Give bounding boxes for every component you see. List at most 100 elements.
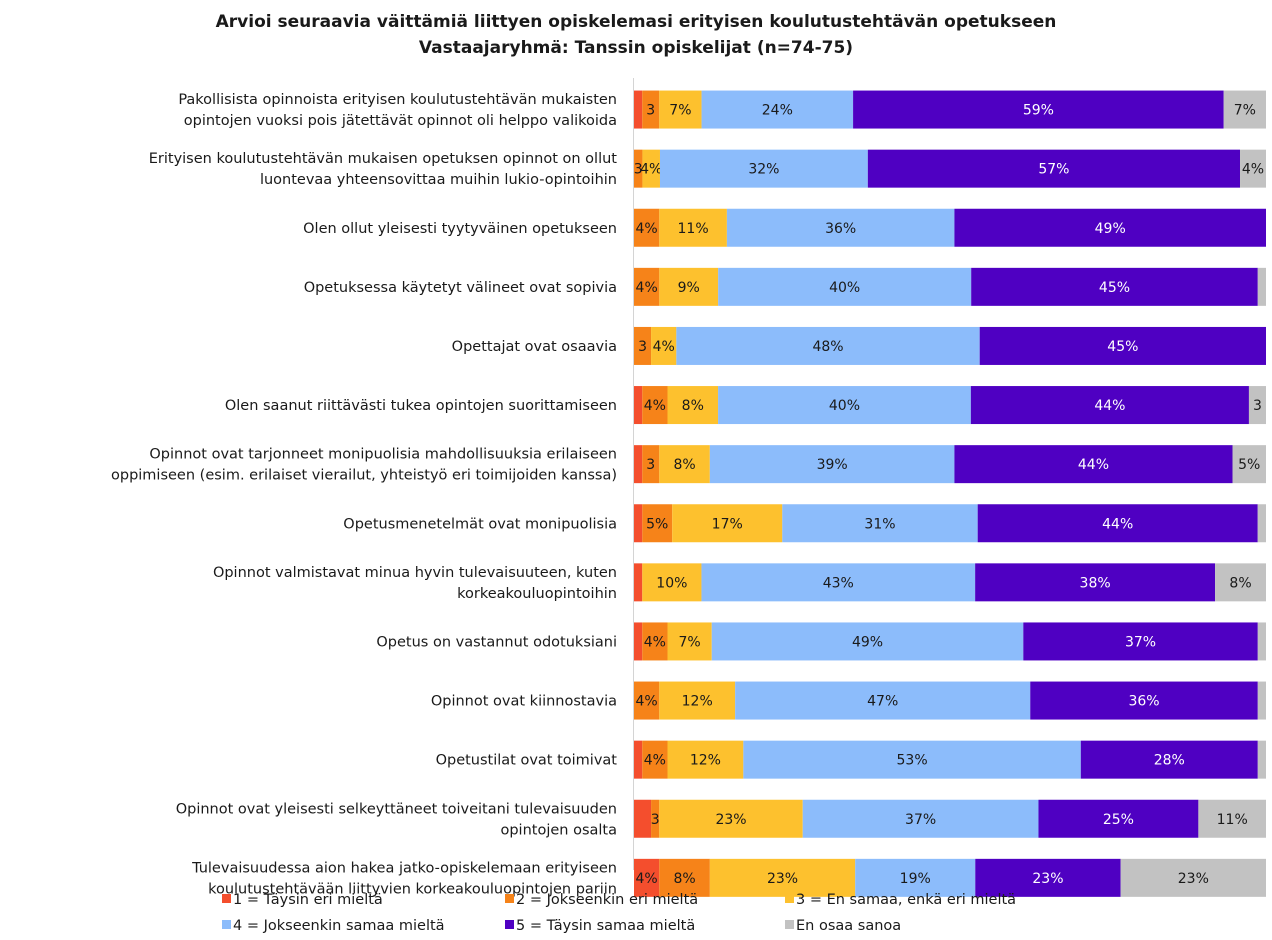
data-label: 49% — [852, 634, 883, 650]
bar-segment — [642, 149, 660, 188]
bar-segment — [659, 267, 719, 306]
data-label: 3 — [646, 457, 655, 473]
bar-segment — [672, 504, 783, 543]
legend-label: 1 = Täysin eri mieltä — [233, 892, 383, 908]
data-label: 47% — [867, 694, 898, 710]
data-label: 4% — [644, 634, 666, 650]
legend-label: 2 = Jokseenkin eri mieltä — [516, 892, 698, 908]
chart-subtitle: Vastaajaryhmä: Tanssin opiskelijat (n=74… — [419, 38, 853, 58]
data-label: 8% — [673, 457, 695, 473]
data-label: 4% — [636, 694, 658, 710]
legend: 1 = Täysin eri mieltä 2 = Jokseenkin eri … — [222, 892, 1016, 934]
data-label: 38% — [1080, 575, 1111, 591]
bar-segment — [659, 90, 702, 129]
data-label: 10% — [656, 575, 687, 591]
bar-segment — [709, 858, 856, 897]
data-label: 59% — [1023, 103, 1054, 119]
bar-segment — [634, 799, 652, 838]
bar-segment — [642, 386, 668, 425]
bar-segment — [651, 326, 677, 365]
data-label: 4% — [653, 339, 675, 355]
bar-segment — [1257, 267, 1266, 306]
bar-segment — [970, 386, 1249, 425]
bar-segment — [659, 208, 727, 247]
bar-segment — [1232, 445, 1266, 484]
category-label: Opetustilat ovat toimivat — [436, 753, 618, 769]
data-label: 9% — [678, 280, 700, 296]
data-label: 8% — [682, 398, 704, 414]
legend-label: En osaa sanoa — [796, 918, 901, 934]
bar-segment — [676, 326, 980, 365]
data-label: 43% — [823, 575, 854, 591]
bar-segment — [634, 208, 660, 247]
category-label: korkeakouluopintoihin — [457, 586, 617, 602]
data-label: 24% — [762, 103, 793, 119]
chart-title: Arvioi seuraavia väittämiä liittyen opis… — [216, 12, 1057, 32]
bar-segment — [634, 681, 660, 720]
category-label: koulutustehtävään liittyvien korkeakoulu… — [208, 881, 617, 897]
bar-segment — [975, 858, 1121, 897]
data-label: 31% — [864, 516, 895, 532]
data-label: 23% — [1178, 871, 1209, 887]
data-label: 19% — [900, 871, 931, 887]
data-label: 36% — [825, 221, 856, 237]
category-label: Opinnot ovat tarjonneet monipuolisia mah… — [149, 447, 617, 463]
bar-segment — [726, 208, 955, 247]
data-label: 40% — [829, 280, 860, 296]
data-label: 17% — [712, 516, 743, 532]
data-label: 4% — [640, 162, 662, 178]
bar-segment — [718, 267, 972, 306]
bar-segment — [1248, 386, 1266, 425]
data-label: 8% — [1229, 575, 1251, 591]
data-label: 53% — [897, 753, 928, 769]
bar-segment — [642, 622, 668, 661]
bar-segment — [1240, 149, 1266, 188]
bar-segment — [709, 445, 955, 484]
bar-segment — [1198, 799, 1266, 838]
bars-group: Pakollisista opinnoista erityisen koulut… — [111, 90, 1266, 897]
data-label: 37% — [1125, 634, 1156, 650]
data-label: 3 — [646, 103, 655, 119]
category-label: opintojen vuoksi pois jätettävät opinnot… — [184, 113, 617, 129]
data-label: 57% — [1038, 162, 1069, 178]
bar-segment — [642, 563, 702, 602]
bar-segment — [634, 149, 643, 188]
bar-segment — [954, 445, 1233, 484]
legend-label: 3 = En samaa, enkä eri mieltä — [796, 892, 1016, 908]
data-label: 7% — [1234, 103, 1256, 119]
bar-segment — [1030, 681, 1258, 720]
category-label: Tulevaisuudessa aion hakea jatko-opiskel… — [191, 860, 617, 876]
legend-swatch — [505, 920, 514, 929]
bar-segment — [1257, 622, 1266, 661]
bar-segment — [743, 740, 1081, 779]
category-label: opintojen osalta — [500, 822, 617, 838]
category-label: oppimiseen (esim. erilaiset vierailut, y… — [111, 468, 617, 484]
data-label: 7% — [669, 103, 691, 119]
data-label: 8% — [673, 871, 695, 887]
data-label: 3 — [1253, 398, 1262, 414]
category-label: Olen ollut yleisesti tyytyväinen opetuks… — [303, 221, 617, 237]
bar-segment — [735, 681, 1031, 720]
data-label: 12% — [690, 753, 721, 769]
data-label: 4% — [644, 398, 666, 414]
bar-segment — [1223, 90, 1266, 129]
data-label: 23% — [1032, 871, 1063, 887]
bar-segment — [634, 326, 652, 365]
bar-segment — [634, 267, 660, 306]
bar-segment — [971, 267, 1258, 306]
bar-segment — [1038, 799, 1199, 838]
bar-segment — [1257, 504, 1266, 543]
data-label: 36% — [1128, 694, 1159, 710]
data-label: 37% — [905, 812, 936, 828]
data-label: 23% — [767, 871, 798, 887]
data-label: 44% — [1078, 457, 1109, 473]
bar-segment — [667, 386, 719, 425]
bar-segment — [634, 622, 643, 661]
data-label: 3 — [638, 339, 647, 355]
category-label: luontevaa yhteensovittaa muihin lukio-op… — [260, 172, 617, 188]
category-label: Opetus on vastannut odotuksiani — [376, 634, 617, 650]
bar-segment — [855, 858, 976, 897]
data-label: 32% — [748, 162, 779, 178]
data-label: 44% — [1094, 398, 1125, 414]
